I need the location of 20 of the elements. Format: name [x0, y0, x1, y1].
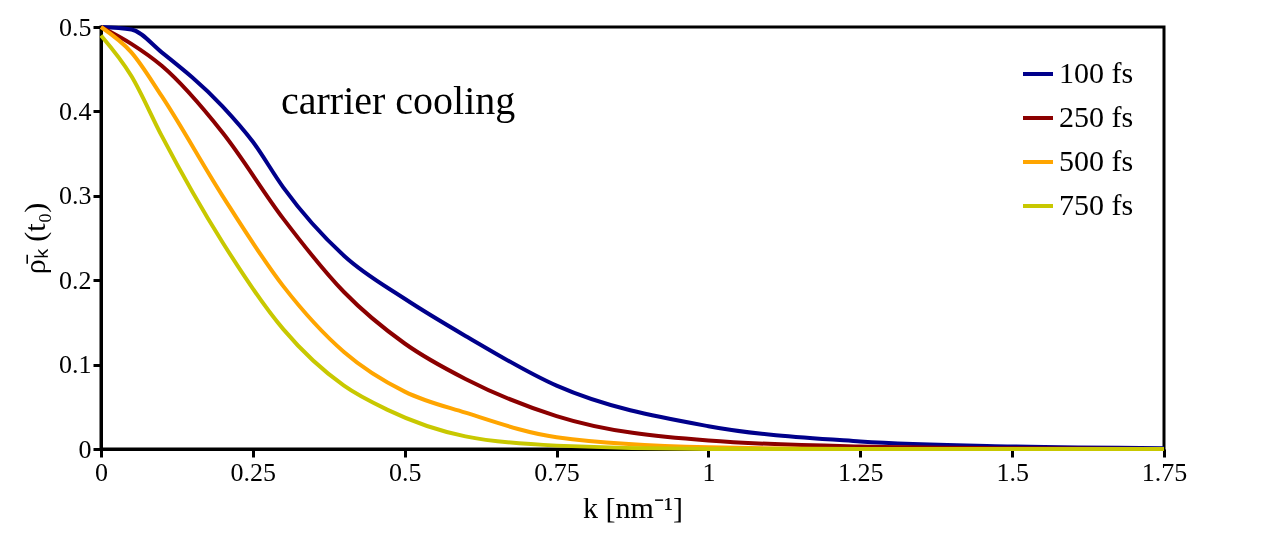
x-tick-label: 1.75 — [1141, 457, 1188, 487]
y-tick-label: 0.4 — [59, 96, 92, 126]
y-axis-title: ρ̄ₖ (t₀) — [18, 202, 52, 275]
y-tick-label: 0.3 — [59, 181, 92, 211]
x-tick-label: 1.25 — [838, 457, 884, 487]
y-tick-label: 0 — [78, 434, 92, 464]
legend-label: 750 fs — [1059, 188, 1134, 221]
x-tick-label: 1.5 — [996, 457, 1029, 487]
legend-label: 250 fs — [1059, 100, 1134, 133]
y-tick-label: 0.5 — [59, 12, 92, 42]
x-axis-title: k [nm⁻¹] — [583, 490, 683, 524]
y-tick-label: 0.1 — [59, 350, 92, 380]
x-tick-label: 0.5 — [388, 457, 422, 487]
x-tick-label: 0.75 — [534, 457, 580, 487]
y-tick-label: 0.2 — [59, 265, 92, 295]
x-tick-label: 0.25 — [230, 457, 277, 487]
legend-label: 500 fs — [1059, 144, 1134, 177]
x-tick-label: 1 — [702, 457, 716, 487]
legend-label: 100 fs — [1059, 56, 1134, 89]
annotation: carrier cooling — [281, 78, 516, 123]
